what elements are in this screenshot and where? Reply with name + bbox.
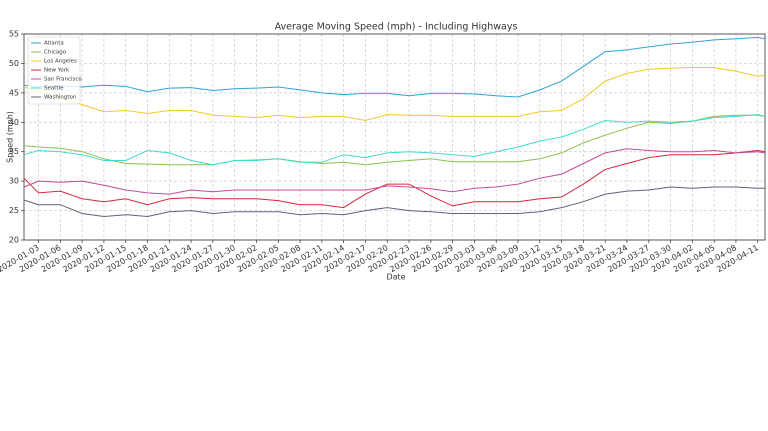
legend-label: Washington: [44, 95, 77, 101]
y-tick-label: 50: [9, 59, 19, 68]
series-line: [23, 114, 766, 166]
series-line: [23, 149, 766, 209]
y-tick-label: 55: [9, 30, 19, 39]
legend-label: Chicago: [44, 50, 67, 56]
y-tick-label: 40: [9, 118, 19, 127]
y-tick-label: 35: [9, 147, 19, 156]
y-tick-label: 25: [9, 206, 19, 215]
plot-frame: [23, 33, 766, 241]
legend-label: Seattle: [44, 86, 64, 92]
chart-title: Average Moving Speed (mph) - Including H…: [275, 22, 518, 33]
y-axis-label: Speed (mph): [6, 111, 15, 163]
legend-box: [27, 36, 81, 105]
legend-label: Los Angeles: [44, 59, 77, 65]
legend-label: San Francisco: [44, 77, 82, 83]
series-line: [23, 67, 766, 122]
series-line: [23, 186, 765, 218]
legend-label: Atlanta: [44, 41, 64, 47]
y-tick-label: 30: [9, 177, 19, 186]
legend-label: New York: [44, 68, 70, 74]
series-line: [23, 36, 766, 98]
y-tick-label: 45: [9, 88, 19, 97]
y-tick-label: 20: [9, 236, 19, 245]
series-line: [23, 114, 766, 166]
x-axis-label: Date: [386, 273, 405, 282]
series-line: [23, 148, 766, 195]
